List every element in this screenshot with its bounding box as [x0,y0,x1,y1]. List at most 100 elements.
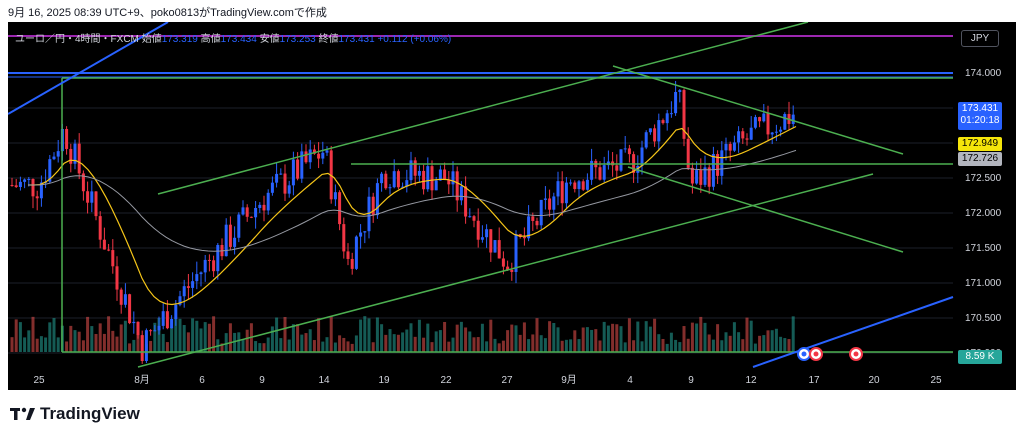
volume-bar [321,341,325,352]
price-chart[interactable]: 174.000173.500173.000172.500172.000171.5… [8,22,1016,390]
candle-body [401,186,405,188]
volume-bar [195,320,199,352]
volume-bar [598,340,602,352]
volume-bar [270,326,274,352]
candle-body [774,131,778,133]
volume-bar [203,322,207,352]
x-tick-label: 25 [930,375,942,386]
volume-bar [325,337,329,352]
event-marker-eu-dot [801,351,807,357]
volume-bar [207,323,211,352]
volume-bar [506,330,510,352]
candle-body [102,239,106,250]
y-tick-label: 171.000 [965,278,1002,289]
symbol-name: ユーロ／円・4時間・FXCM [15,34,139,45]
candle-body [140,335,144,361]
volume-bar [741,339,745,352]
volume-bar [132,339,136,352]
bar-countdown: 01:20:18 [960,115,1000,126]
candle-body [506,266,510,270]
volume-bar [56,337,60,352]
volume-bar [65,341,69,352]
event-marker-jp-2-dot [853,351,859,357]
volume-bar [434,331,438,352]
open-label: 始値 [141,34,162,45]
candle-body [552,196,556,210]
volume-bar [31,316,35,352]
high-label: 高値 [200,34,221,45]
volume-bar [753,343,757,352]
last-price-value: 173.431 [961,103,999,114]
last-price-badge: 173.431 01:20:18 [958,102,1002,130]
volume-bar [90,326,94,352]
volume-bar [510,324,514,352]
candle-body [623,148,627,150]
candle-body [254,207,258,218]
volume-bar [438,330,442,352]
candle-body [417,170,421,176]
candle-body [86,191,90,203]
candle-body [569,182,573,184]
volume-bar [539,335,543,352]
x-tick-label: 17 [808,375,820,386]
candle-body [703,167,707,185]
volume-bar [518,334,522,352]
ma-fast-line [28,125,797,306]
candle-body [661,120,665,124]
chart-panel[interactable]: 174.000173.500173.000172.500172.000171.5… [8,22,1016,390]
volume-bar [707,334,711,352]
volume-bar [275,317,279,352]
low-value: 173.253 [279,34,316,45]
volume-bar [636,321,640,352]
volume-bar [468,331,472,352]
candle-body [291,159,295,186]
candle-body [602,165,606,180]
tradingview-logo[interactable]: TradingView [10,404,140,424]
volume-bar [451,337,455,352]
candle-body [287,185,291,194]
candle-body [312,149,316,154]
candle-body [371,196,375,216]
volume-bar [648,326,652,352]
candle-body [144,330,148,362]
candle-body [132,321,136,324]
volume-bar [312,340,316,352]
volume-bar [81,340,85,352]
volume-bar [350,343,354,352]
volume-bar [489,319,493,352]
candle-body [556,181,560,197]
volume-bar [455,324,459,352]
volume-bar [711,339,715,352]
volume-bar [338,335,342,352]
volume-bar [359,319,363,352]
volume-bar [657,334,661,352]
candle-body [119,289,123,305]
candle-body [48,159,52,182]
volume-bar [342,337,346,352]
candle-body [762,113,766,122]
candle-body [283,173,287,194]
close-label: 終値 [318,34,339,45]
volume-bar [560,340,564,352]
candle-body [590,160,594,180]
candle-body [573,182,577,189]
volume-bar [737,332,741,352]
candle-body [31,178,35,197]
candle-body [535,220,539,226]
volume-bar [115,336,119,352]
volume-bar [287,339,291,352]
volume-bar [161,333,165,352]
candle-body [598,167,602,180]
volume-bar [417,319,421,352]
candle-body [707,167,711,187]
currency-button[interactable]: JPY [961,30,999,47]
candle-body [438,169,442,181]
volume-bar [409,323,413,352]
candle-body [388,187,392,189]
candle-body [741,131,745,139]
candle-body [493,240,497,253]
candle-body [14,185,18,187]
candle-body [39,182,43,199]
candle-body [245,207,249,217]
candle-body [716,154,720,176]
